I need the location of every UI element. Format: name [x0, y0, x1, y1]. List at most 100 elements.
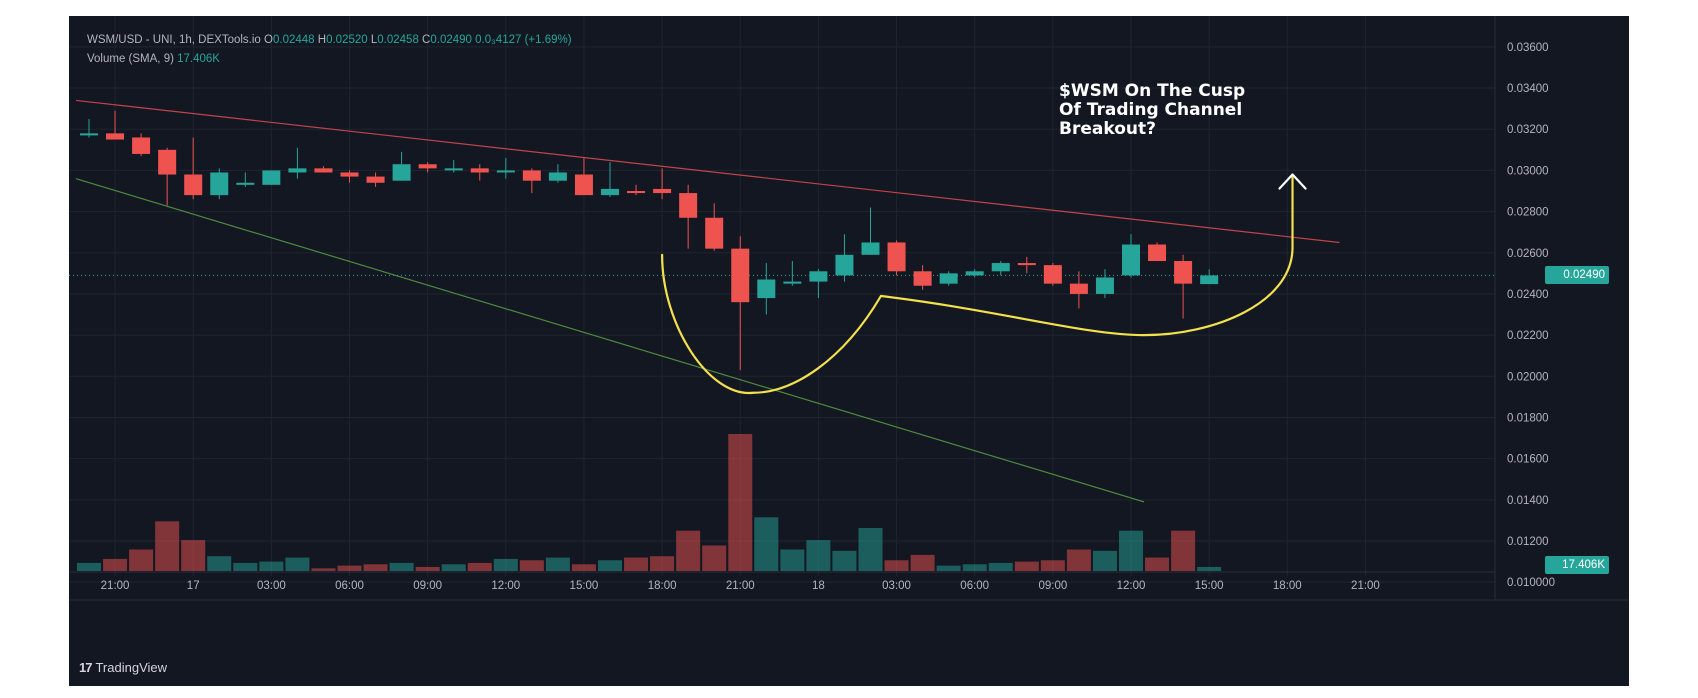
volume-bar	[181, 540, 206, 571]
volume-bar	[910, 554, 935, 571]
volume-bar	[1040, 560, 1065, 571]
volume-bar	[129, 549, 154, 571]
y-tick-label: 0.03400	[1507, 83, 1549, 95]
x-tick-label: 18:00	[1273, 580, 1302, 592]
x-tick-label: 03:00	[257, 580, 286, 592]
candle-body	[1122, 244, 1140, 276]
volume-bar	[415, 566, 440, 571]
candles	[80, 110, 1219, 371]
volume-bar	[858, 528, 883, 571]
x-tick-label: 18:00	[648, 580, 677, 592]
y-tick-label: 0.010000	[1507, 577, 1555, 589]
volume-bar	[988, 562, 1013, 571]
volume-bar	[884, 560, 909, 571]
volume-bar	[77, 562, 101, 571]
symbol-name: WSM/USD - UNI, 1h, DEXTools.io	[87, 34, 261, 46]
annotation-line-2: Of Trading Channel	[1059, 100, 1243, 120]
x-tick-label: 18	[812, 580, 825, 592]
candle-body	[1017, 263, 1036, 266]
candle-body	[809, 271, 828, 282]
volume-bar	[780, 549, 805, 571]
low-value: 0.02458	[377, 34, 419, 46]
candle-body	[574, 174, 593, 196]
candle-body	[548, 172, 567, 181]
candle-body	[913, 271, 932, 286]
candle-body	[731, 248, 750, 303]
candle-body	[1148, 244, 1167, 261]
tradingview-logo-icon: 17	[79, 660, 93, 675]
brand-name: TradingView	[95, 660, 168, 675]
candle-body	[158, 149, 177, 175]
volume-bar	[598, 560, 622, 571]
volume-bar	[389, 562, 414, 571]
candle-body	[106, 133, 125, 140]
volume-bar	[728, 434, 753, 571]
support-trendline	[75, 178, 1145, 503]
volume-bar	[363, 564, 388, 571]
volume-bar	[337, 565, 362, 571]
candle-body	[965, 271, 984, 276]
high-label: H	[317, 34, 327, 46]
candle-body	[314, 168, 333, 173]
candle-body	[861, 242, 880, 255]
low-label: L	[370, 34, 378, 46]
candle-body	[1200, 275, 1219, 285]
candle-body	[444, 168, 463, 171]
x-tick-label: 12:00	[1117, 580, 1146, 592]
x-tick-label: 21:00	[726, 580, 755, 592]
volume-bar	[702, 545, 727, 571]
tradingview-brand[interactable]: 17 TradingView	[79, 660, 167, 675]
candle-body	[262, 170, 281, 185]
candle-body	[1069, 283, 1088, 294]
volume-value: 17.406K	[177, 53, 220, 65]
volume-bar	[311, 568, 336, 571]
y-tick-label: 0.03600	[1507, 42, 1549, 54]
ohlc-legend: WSM/USD - UNI, 1h, DEXTools.io O0.02448 …	[87, 34, 572, 46]
candle-body	[679, 193, 698, 218]
change-value: 0.0₃4127 (+1.69%)	[475, 34, 572, 46]
volume-bar	[1119, 530, 1143, 571]
y-tick-label: 0.01600	[1507, 454, 1549, 466]
chart-frame[interactable]: 0.03600 0.03400 0.03200 0.03000 0.02800 0.026…	[69, 16, 1629, 686]
volume-bar	[1066, 549, 1091, 571]
candle-body	[783, 281, 802, 284]
volume-legend: Volume (SMA, 9) 17.406K	[87, 53, 220, 65]
volume-bar	[233, 562, 258, 571]
x-tick-label: 17	[187, 580, 200, 592]
trendlines	[69, 99, 1495, 503]
volume-bar	[806, 540, 831, 571]
volume-bar	[624, 557, 649, 571]
y-tick-label: 0.02400	[1507, 289, 1549, 301]
candle-body	[340, 172, 359, 177]
volume-bar	[467, 562, 492, 571]
candle-body	[757, 279, 776, 299]
y-tick-label: 0.01400	[1507, 495, 1549, 507]
volume-bar	[519, 560, 544, 571]
candlestick-chart[interactable]: 0.03600 0.03400 0.03200 0.03000 0.02800 0.026…	[69, 16, 1629, 686]
x-tick-label: 21:00	[101, 580, 130, 592]
volume-bar	[155, 521, 180, 571]
candle-body	[1095, 277, 1114, 294]
volume-bar	[1145, 557, 1170, 571]
chart-annotation-text: $WSM On The Cusp Of Trading Channel Brea…	[1059, 82, 1289, 139]
volume-bar	[754, 517, 779, 571]
high-value: 0.02520	[326, 34, 368, 46]
x-tick-label: 15:00	[570, 580, 599, 592]
time-axis: 21:00 17 03:00 06:00 09:00 12:00 15:00 18:00 21:…	[69, 571, 1629, 601]
x-tick-label: 21:00	[1351, 580, 1380, 592]
x-tick-label: 12:00	[491, 580, 520, 592]
y-tick-label: 0.01200	[1507, 536, 1549, 548]
candle-body	[705, 217, 724, 249]
volume-bar	[103, 558, 128, 571]
y-tick-label: 0.02600	[1507, 248, 1549, 260]
annotation-drawing	[661, 173, 1307, 394]
x-tick-label: 06:00	[335, 580, 364, 592]
volume-bar	[571, 564, 596, 571]
candle-body	[392, 164, 411, 181]
arrow-head-icon	[1278, 173, 1307, 190]
x-tick-label: 15:00	[1195, 580, 1224, 592]
volume-label: Volume (SMA, 9)	[87, 53, 174, 65]
volume-bar	[207, 556, 232, 571]
volume-bar	[650, 556, 675, 571]
candle-body	[887, 242, 906, 272]
